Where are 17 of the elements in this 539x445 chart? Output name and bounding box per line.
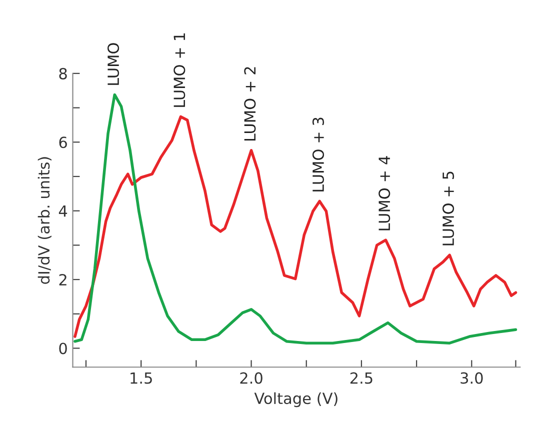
x-tick-label: 1.5 — [130, 372, 152, 384]
annotation: LUMO — [108, 43, 120, 85]
x-tick-label: 2.0 — [240, 372, 262, 384]
annotation: LUMO + 2 — [244, 67, 256, 141]
annotation: LUMO + 1 — [174, 33, 186, 107]
y-tick-label: 6 — [59, 136, 67, 148]
annotation: LUMO + 5 — [442, 172, 454, 246]
annotation: LUMO + 4 — [378, 156, 390, 230]
y-axis-title: dI/dV (arb. units) — [38, 157, 52, 284]
annotation: LUMO + 3 — [312, 118, 324, 192]
x-tick-label: 2.5 — [350, 372, 372, 384]
y-tick-label: 4 — [58, 205, 68, 217]
x-axis-title: Voltage (V) — [254, 392, 338, 408]
y-tick-label: 0 — [59, 342, 67, 354]
x-tick-label: 3.0 — [460, 372, 483, 384]
y-tick-label: 8 — [59, 68, 67, 80]
y-tick-label: 2 — [59, 274, 66, 286]
